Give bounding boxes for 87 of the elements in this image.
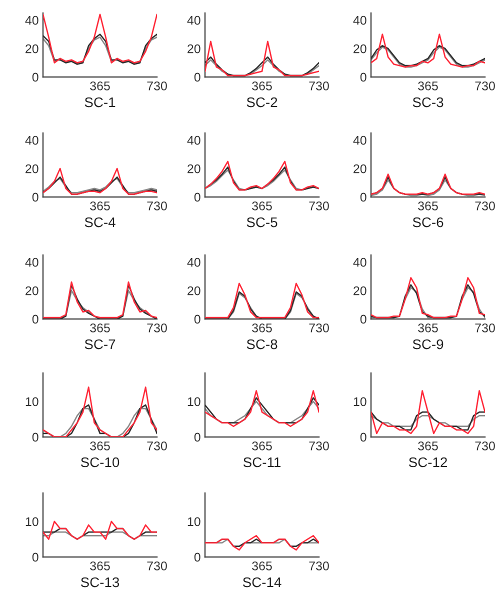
line-series: [205, 534, 319, 551]
y-tick-label: 0: [360, 72, 366, 82]
y-tick-label: 10: [26, 397, 38, 406]
y-tick-label: 20: [188, 164, 200, 174]
x-axis-title: SC-11: [243, 457, 280, 468]
x-tick-label: 365: [90, 201, 110, 210]
line-series: [371, 390, 485, 434]
line-series: [205, 390, 319, 428]
x-tick-label: 365: [252, 81, 272, 90]
x-tick-label: 730: [147, 81, 167, 90]
y-tick-label: 10: [26, 517, 38, 526]
y-tick-label: 20: [26, 286, 38, 296]
x-tick-label: 730: [147, 561, 167, 570]
x-axis-title: SC-7: [84, 339, 116, 350]
x-tick-label: 365: [418, 81, 438, 90]
y-tick-label: 40: [25, 136, 38, 145]
x-tick-label: 365: [418, 441, 438, 450]
x-axis-title: SC-12: [408, 457, 447, 468]
x-tick-label: 730: [309, 323, 329, 332]
y-tick-label: 0: [32, 314, 38, 324]
y-tick-label: 40: [353, 258, 366, 267]
x-tick-label: 730: [475, 323, 495, 332]
y-tick-label: 0: [194, 314, 200, 324]
x-tick-label: 365: [90, 81, 110, 90]
y-tick-label: 20: [354, 164, 366, 174]
x-axis-title: SC-14: [242, 577, 282, 588]
x-axis-title: SC-9: [412, 339, 444, 350]
y-tick-label: 20: [354, 44, 366, 54]
y-tick-label: 40: [187, 136, 200, 145]
x-axis-title: SC-2: [246, 97, 278, 108]
x-tick-label: 730: [147, 323, 167, 332]
x-tick-label: 730: [309, 81, 329, 90]
x-axis-title: SC-10: [80, 457, 120, 468]
x-tick-label: 730: [475, 81, 495, 90]
y-tick-label: 0: [194, 72, 200, 82]
y-tick-label: 0: [32, 552, 38, 562]
x-tick-label: 365: [252, 201, 272, 210]
y-tick-label: 0: [194, 432, 200, 442]
y-tick-label: 0: [32, 72, 38, 82]
line-series: [371, 34, 485, 68]
x-tick-label: 730: [309, 201, 329, 210]
y-tick-label: 0: [360, 314, 366, 324]
y-tick-label: 0: [360, 192, 366, 202]
x-tick-label: 365: [418, 201, 438, 210]
x-axis-title: SC-13: [80, 577, 120, 588]
y-tick-label: 20: [188, 286, 200, 296]
y-tick-label: 10: [188, 517, 200, 526]
y-tick-label: 40: [25, 258, 38, 267]
x-axis-title: SC-6: [412, 217, 444, 228]
y-tick-label: 40: [187, 16, 200, 25]
y-tick-label: 10: [188, 397, 200, 406]
y-tick-label: 40: [353, 136, 366, 145]
x-tick-label: 365: [90, 561, 110, 570]
x-tick-label: 365: [90, 441, 110, 450]
y-tick-label: 10: [354, 397, 366, 406]
x-axis-title: SC-3: [412, 97, 444, 108]
x-tick-label: 730: [147, 441, 167, 450]
x-axis-title: SC-4: [84, 217, 116, 228]
y-tick-label: 40: [187, 258, 200, 267]
y-tick-label: 20: [354, 286, 366, 296]
line-series: [43, 168, 157, 195]
y-tick-label: 20: [188, 44, 200, 54]
x-tick-label: 730: [309, 441, 329, 450]
y-tick-label: 0: [32, 192, 38, 202]
x-axis-title: SC-5: [246, 217, 278, 228]
x-axis-title: SC-8: [246, 339, 278, 350]
y-tick-label: 40: [353, 16, 366, 25]
x-tick-label: 365: [418, 323, 438, 332]
x-tick-label: 730: [475, 201, 495, 210]
x-tick-label: 365: [252, 441, 272, 450]
y-tick-label: 20: [26, 44, 38, 54]
y-tick-label: 0: [32, 432, 38, 442]
y-tick-label: 0: [194, 192, 200, 202]
x-tick-label: 365: [90, 323, 110, 332]
x-axis-title: SC-1: [84, 97, 116, 108]
y-tick-label: 40: [25, 16, 38, 25]
y-tick-label: 0: [360, 432, 366, 442]
y-tick-label: 0: [194, 552, 200, 562]
x-tick-label: 730: [309, 561, 329, 570]
x-tick-label: 365: [252, 561, 272, 570]
line-series: [43, 520, 157, 540]
x-tick-label: 730: [475, 441, 495, 450]
x-tick-label: 365: [252, 323, 272, 332]
line-series: [43, 14, 157, 64]
y-tick-label: 20: [26, 164, 38, 174]
x-tick-label: 730: [147, 201, 167, 210]
line-series: [205, 160, 319, 191]
